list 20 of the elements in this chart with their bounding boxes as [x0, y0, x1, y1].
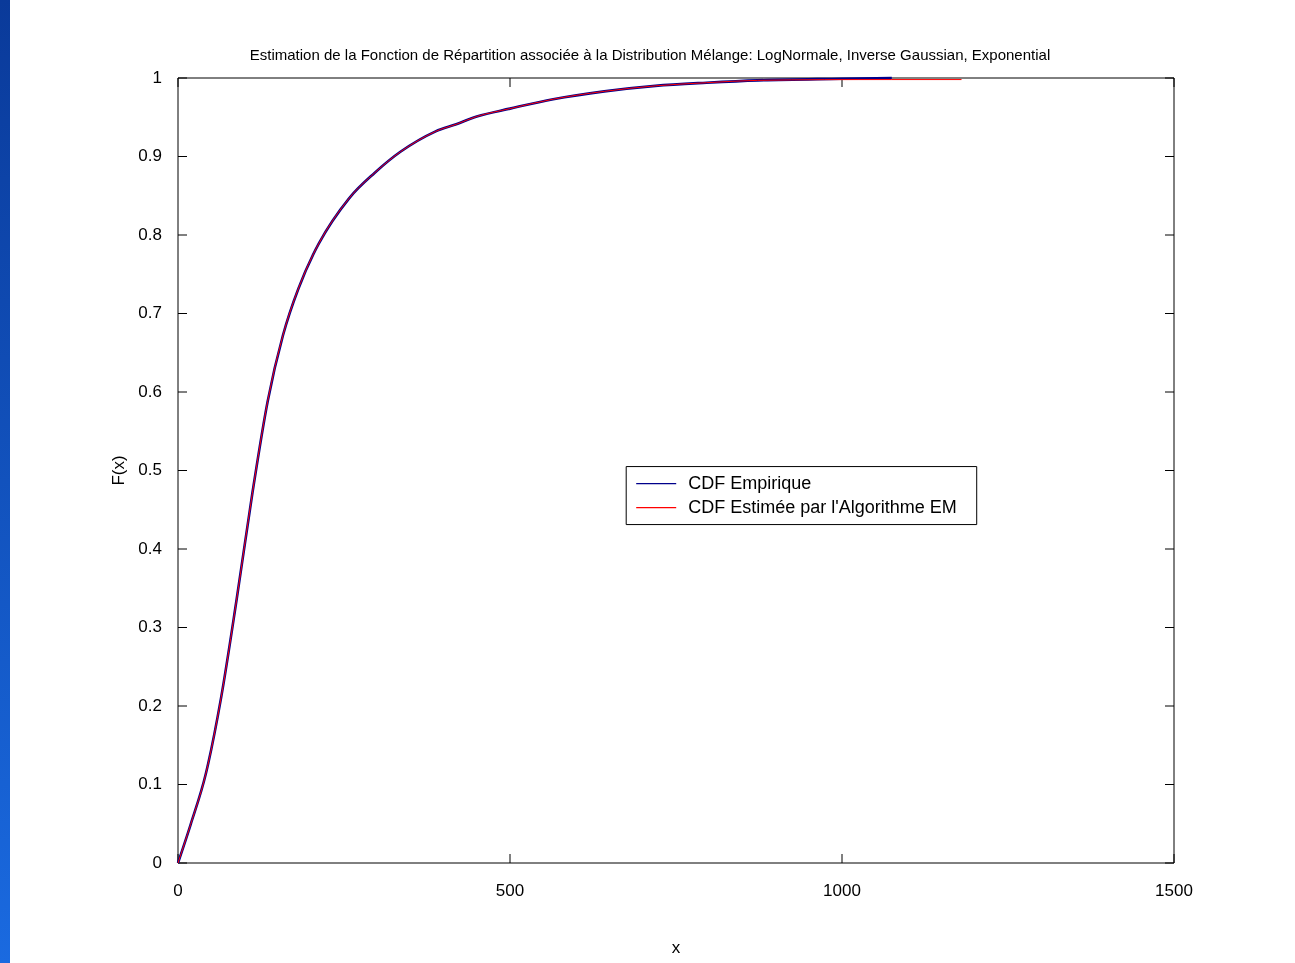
x-axis-title: x — [671, 938, 681, 958]
y-tick-label: 0.8 — [138, 224, 162, 244]
y-axis-title: F(x) — [108, 455, 128, 486]
y-tick-label: 0.3 — [138, 617, 162, 637]
x-tick-label: 0 — [173, 880, 183, 900]
y-tick-label: 0.2 — [138, 695, 162, 715]
y-tick-label: 1 — [152, 67, 162, 87]
legend-label: CDF Estimée par l'Algorithme EM — [688, 496, 957, 517]
y-tick-label: 0 — [152, 852, 162, 872]
y-tick-label: 0.1 — [138, 774, 162, 794]
legend-label: CDF Empirique — [688, 472, 812, 493]
x-tick-label: 1000 — [823, 880, 861, 900]
y-tick-label: 0.6 — [138, 381, 162, 401]
y-tick-label: 0.7 — [138, 303, 162, 323]
x-tick-label: 1500 — [1155, 880, 1193, 900]
y-tick-label: 0.9 — [138, 146, 162, 166]
chart-title: Estimation de la Fonction de Répartition associée à la Distribution Mélange: LogNormale, Inverse Gaussian, Exponential — [249, 46, 1051, 63]
x-tick-label: 500 — [495, 880, 525, 900]
y-tick-label: 0.5 — [138, 460, 162, 480]
y-tick-label: 0.4 — [138, 538, 162, 558]
